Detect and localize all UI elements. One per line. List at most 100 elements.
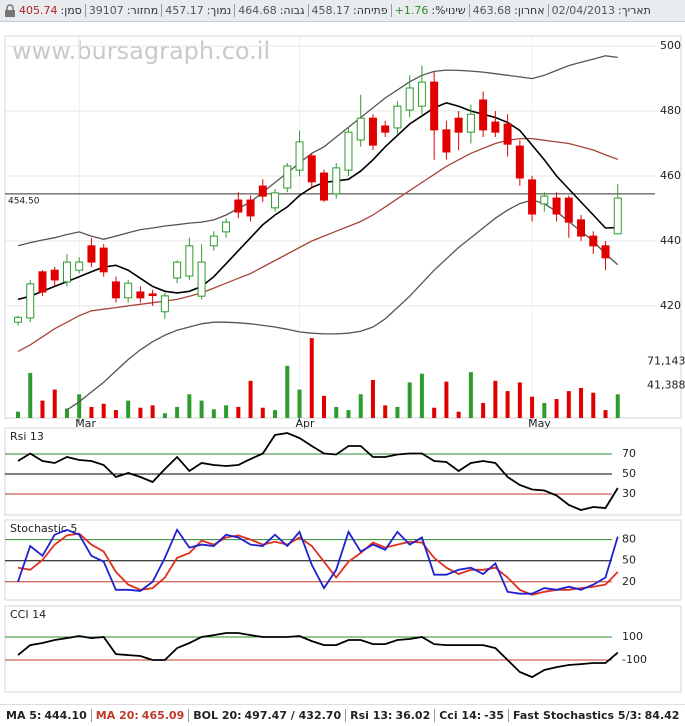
info-value: 464.68 [238,4,277,17]
candle-body [454,117,463,133]
panel-frame [4,427,682,516]
candle-body [320,172,328,201]
x-tick-label: May [528,417,551,430]
candle-body [283,165,292,189]
info-items: תאריך:02/04/2013 אחרון:463.68 שינוי%:+1.76… [16,4,681,17]
candle-body [246,199,255,217]
candle-body [136,291,145,299]
y-tick-label: 50 [622,467,636,480]
footer-item: Fast Stochastics 5/3: 84.42 [508,709,683,722]
candle-body [417,81,426,107]
candle-body [99,247,108,273]
info-label: אחרון: [514,4,545,17]
footer-item: Cci 14: -35 [434,709,508,722]
candle-body [613,197,622,235]
overlay-line [17,55,618,247]
candle-body [515,145,524,179]
volume-bar [444,381,449,418]
volume-bar [162,413,167,418]
candle-body [430,81,439,131]
info-item: אחרון:463.68 [468,4,548,17]
volume-bar [370,380,375,418]
candle-body [577,219,586,237]
info-item: נמוך:457.17 [161,4,234,17]
volume-bar [432,407,437,418]
footer-label: Cci 14: [439,709,482,722]
y-tick-label: 100 [622,630,643,643]
y-tick-label: 70 [622,447,636,460]
volume-tick-label: 71,143 [647,355,685,368]
info-label: שינוי%: [431,4,466,17]
info-label: מחזור: [126,4,159,17]
candle-body [491,121,500,133]
y-tick-label: 500 [660,39,681,52]
footer-item: BOL 20: 497.47 / 432.70 [188,709,345,722]
volume-bar [187,394,192,418]
panel-frame [4,605,682,693]
candle-body [185,245,194,277]
y-tick-label: 420 [660,299,681,312]
footer-label: MA 20: [95,709,139,722]
footer-item: MA 5: 444.10 [2,709,91,722]
candle-body [466,113,475,133]
volume-bar [309,338,314,418]
candle-body [14,316,22,323]
candle-body [552,197,561,215]
candle-body [173,261,182,279]
y-tick-label: 30 [622,487,636,500]
info-value: 02/04/2013 [551,4,615,17]
volume-bar [505,391,510,418]
candle-body [503,123,512,145]
info-label: תאריך: [618,4,651,17]
chart: www.bursagraph.co.il 420 440 460 480 500 Mar A… [4,35,685,693]
footer-label: Fast Stochastics 5/3: [513,709,642,722]
footer-value: 497.47 / 432.70 [244,709,342,722]
indicator-line [17,532,619,596]
indicator-line [17,432,619,511]
info-label: נמוך: [206,4,232,17]
panel-frame [4,519,682,601]
candle-body [197,261,206,297]
volume-bar [236,406,241,418]
overlay-line [17,137,619,352]
volume-bar [346,410,351,418]
volume-bar [358,394,363,418]
candle-body [344,131,353,171]
volume-bar [101,403,106,418]
candle-body [26,283,35,319]
volume-bar [40,400,45,418]
info-item: פתיחה:458.17 [307,4,391,17]
candle-body [62,261,71,283]
y-tick-label: 460 [660,169,681,182]
indicator-line [17,632,619,679]
volume-bar [591,392,596,418]
volume-bar [260,407,265,418]
volume-bar [175,406,180,418]
level-label: 454.50 [8,196,40,206]
volume-bar [138,407,143,418]
volume-bar [517,382,522,418]
volume-bar [554,399,559,418]
y-tick-label: 20 [622,575,636,588]
x-tick-label: Mar [75,417,96,430]
candle-body [564,197,573,223]
info-label: גבוה: [279,4,305,17]
info-value: 458.17 [311,4,351,17]
volume-bar [150,405,155,418]
candle-body [405,87,414,111]
info-item: שינוי%:+1.76 [390,4,469,17]
volume-bar [542,402,547,418]
info-item: מחזור:39107 [84,4,161,17]
volume-bar [468,372,473,418]
candle-body [393,105,402,129]
panel-title: CCI 14 [10,608,46,621]
candle-body [528,179,537,215]
footer-label: MA 5: [6,709,42,722]
lock-icon [5,3,15,17]
info-value: 463.68 [472,4,512,17]
volume-bar [126,400,131,418]
candle-body [442,129,451,153]
footer-value: 465.09 [141,709,185,722]
candle-body [124,282,133,299]
